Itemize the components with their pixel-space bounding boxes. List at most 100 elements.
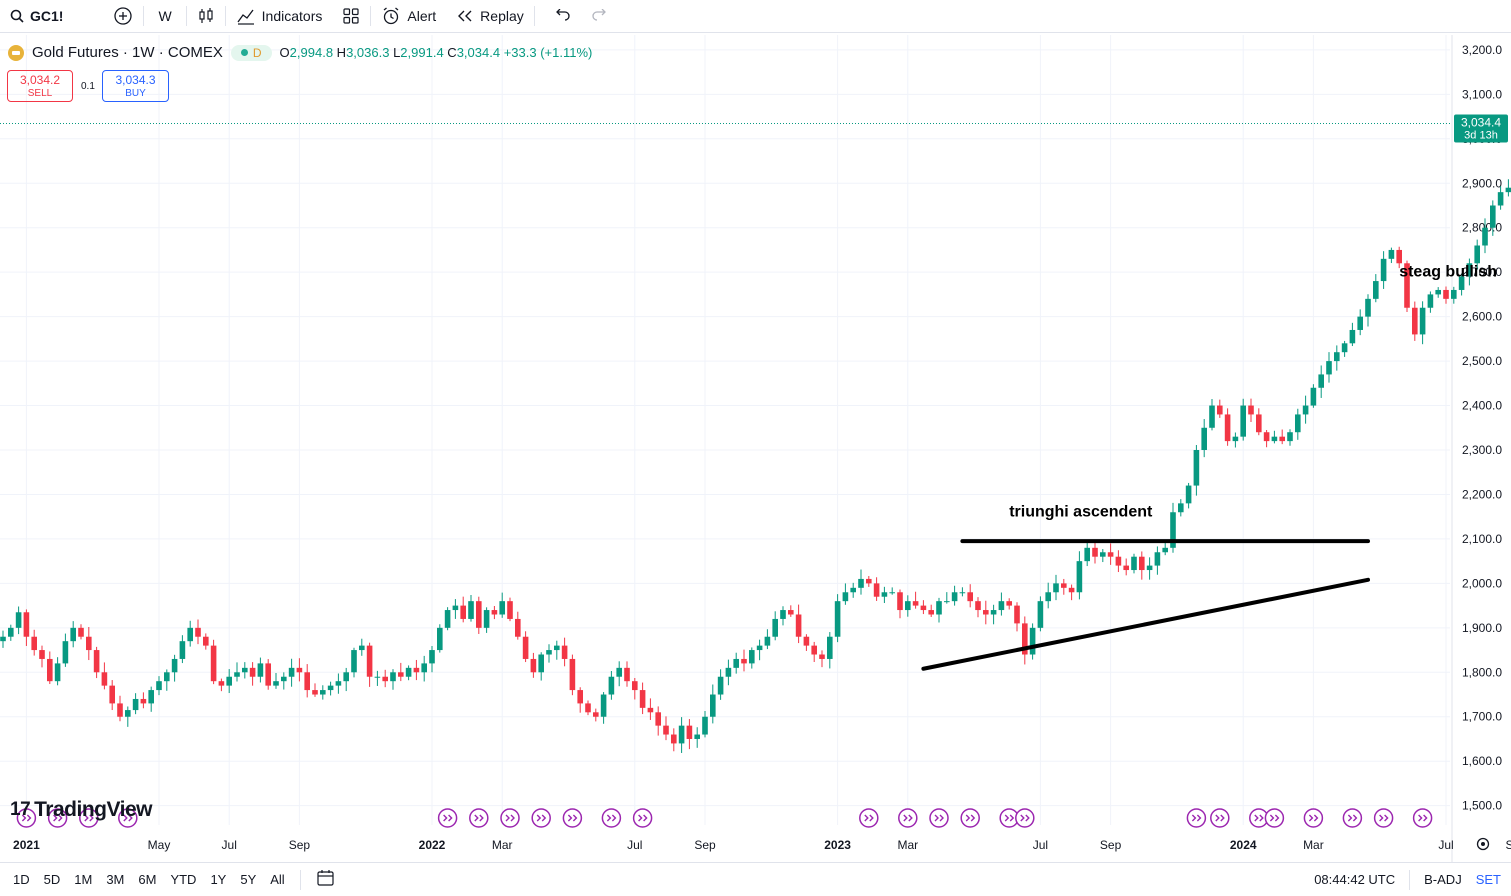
candle-body <box>944 601 950 603</box>
candle-body <box>1139 556 1145 571</box>
replay-label: Replay <box>480 8 524 24</box>
range-selector: 1D 5D 1M 3M 6M YTD 1Y 5Y All <box>0 872 292 887</box>
range-ytd[interactable]: YTD <box>170 872 197 887</box>
economic-event-icon[interactable] <box>1186 808 1207 828</box>
candle-body <box>897 592 903 611</box>
undo-button[interactable] <box>543 0 581 32</box>
economic-event-icon[interactable] <box>929 808 949 828</box>
layouts-button[interactable] <box>332 0 370 32</box>
clock-display[interactable]: 08:44:42 UTC <box>1314 872 1396 887</box>
economic-event-icon[interactable] <box>999 808 1019 828</box>
spread-value: 0.1 <box>81 81 95 92</box>
economic-event-icon[interactable] <box>469 808 489 828</box>
economic-event-icon[interactable] <box>531 808 551 828</box>
toolbar-divider <box>143 6 145 26</box>
axis-settings-gear-icon[interactable] <box>1476 837 1490 851</box>
economic-event-icon[interactable] <box>898 808 918 828</box>
search-icon <box>10 9 24 23</box>
close-value: 3,034.4 <box>456 45 501 60</box>
candle-body <box>530 658 537 673</box>
economic-event-icon[interactable] <box>47 808 68 828</box>
replay-button[interactable]: Replay <box>446 0 534 32</box>
economic-event-icon[interactable] <box>118 808 138 828</box>
market-status-badge[interactable]: D <box>230 44 272 61</box>
alert-button[interactable]: Alert <box>371 0 446 32</box>
economic-event-icon[interactable] <box>601 808 622 828</box>
economic-event-icon[interactable] <box>1210 808 1230 828</box>
range-5y[interactable]: 5Y <box>240 872 257 887</box>
candle-body <box>1123 565 1129 571</box>
range-all[interactable]: All <box>270 872 285 887</box>
economic-event-icon[interactable] <box>632 808 653 828</box>
time-tick-label: 2021 <box>13 838 40 852</box>
candle-body <box>1201 427 1207 451</box>
candle-body <box>210 645 217 682</box>
goto-date-button[interactable] <box>309 869 343 890</box>
economic-event-icon[interactable] <box>437 808 458 828</box>
economic-event-icon[interactable] <box>1412 808 1433 828</box>
time-tick-label: Jul <box>222 838 237 852</box>
sell-button[interactable]: 3,034.2 SELL <box>7 70 73 102</box>
price-tick-label: 2,800.0 <box>1462 221 1502 235</box>
buy-button[interactable]: 3,034.3 BUY <box>102 70 169 102</box>
candle-body <box>850 587 856 593</box>
candle-body <box>101 672 108 686</box>
candle-body <box>1217 405 1223 415</box>
candle-body <box>405 667 412 677</box>
range-6m[interactable]: 6M <box>138 872 157 887</box>
economic-event-icon[interactable] <box>1264 808 1285 828</box>
candle-body <box>764 636 771 646</box>
range-3m[interactable]: 3M <box>106 872 125 887</box>
candle-body <box>1115 556 1122 566</box>
economic-event-icon[interactable] <box>859 808 879 828</box>
economic-event-icon[interactable] <box>1342 808 1363 828</box>
economic-event-icon[interactable] <box>79 808 99 828</box>
economic-event-icon[interactable] <box>960 808 980 828</box>
close-label: C <box>447 45 457 60</box>
indicators-button[interactable]: Indicators <box>226 0 333 32</box>
redo-button[interactable] <box>581 0 619 32</box>
economic-event-icon[interactable] <box>1373 808 1394 828</box>
session-toggle[interactable]: SET <box>1475 872 1501 887</box>
range-1m[interactable]: 1M <box>74 872 93 887</box>
interval-button[interactable]: W <box>144 0 185 32</box>
tv-logo-icon: 17 <box>10 799 31 820</box>
ohlc-values: O2,994.8 H3,036.3 L2,991.4 C3,034.4 +33.… <box>280 45 593 60</box>
range-1y[interactable]: 1Y <box>210 872 227 887</box>
range-1d[interactable]: 1D <box>13 872 30 887</box>
candle-body <box>842 592 849 602</box>
economic-event-icon[interactable] <box>562 808 583 828</box>
adjustment-toggle[interactable]: B-ADJ <box>1424 872 1462 887</box>
range-5d[interactable]: 5D <box>43 872 61 887</box>
economic-event-icon[interactable] <box>1015 808 1035 828</box>
candle-body <box>1037 601 1044 628</box>
candle-body <box>725 667 732 677</box>
badge-label: D <box>252 45 262 60</box>
candle-body <box>936 601 942 615</box>
chart-type-button[interactable] <box>187 0 225 32</box>
candle-body <box>1490 205 1496 228</box>
economic-event-icon[interactable] <box>16 808 37 828</box>
compare-button[interactable] <box>103 0 143 32</box>
candle-body <box>195 627 201 637</box>
candle-body <box>1287 432 1293 442</box>
low-value: 2,991.4 <box>400 45 444 60</box>
time-tick-label: Sep <box>1506 838 1511 852</box>
candle-body <box>928 610 934 615</box>
brand-name: TradingView <box>34 798 152 821</box>
candle-body <box>382 676 388 682</box>
indicators-label: Indicators <box>261 8 323 24</box>
economic-event-icon[interactable] <box>500 808 520 828</box>
symbol-search[interactable]: GC1! <box>0 0 73 32</box>
toolbar-divider <box>299 869 301 890</box>
economic-event-icon[interactable] <box>1303 808 1324 828</box>
tradingview-logo[interactable]: 17 TradingView <box>10 798 152 822</box>
price-axis: 1,500.0 1,600.0 1,700.0 1,800.0 1,900.0 2,000… <box>1451 35 1502 862</box>
price-chart[interactable]: 1,500.0 1,600.0 1,700.0 1,800.0 1,900.0 2,000… <box>0 35 1511 862</box>
chart-title[interactable]: Gold Futures · 1W · COMEX <box>32 44 223 61</box>
candle-body <box>257 663 264 677</box>
candle-body <box>1349 329 1356 344</box>
interval-label: W <box>158 8 172 24</box>
candle-body <box>1029 627 1036 655</box>
candle-body <box>803 636 810 646</box>
